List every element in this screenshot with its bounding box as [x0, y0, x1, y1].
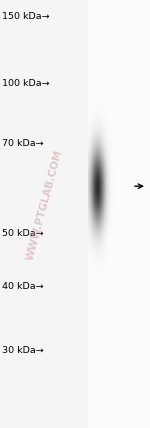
Text: 100 kDa→: 100 kDa→	[2, 79, 49, 88]
Text: 150 kDa→: 150 kDa→	[2, 12, 49, 21]
Text: WWW.PTGLAB.COM: WWW.PTGLAB.COM	[25, 149, 65, 262]
Text: 40 kDa→: 40 kDa→	[2, 282, 43, 291]
Text: 30 kDa→: 30 kDa→	[2, 346, 43, 356]
Text: 50 kDa→: 50 kDa→	[2, 229, 43, 238]
Text: 70 kDa→: 70 kDa→	[2, 139, 43, 148]
